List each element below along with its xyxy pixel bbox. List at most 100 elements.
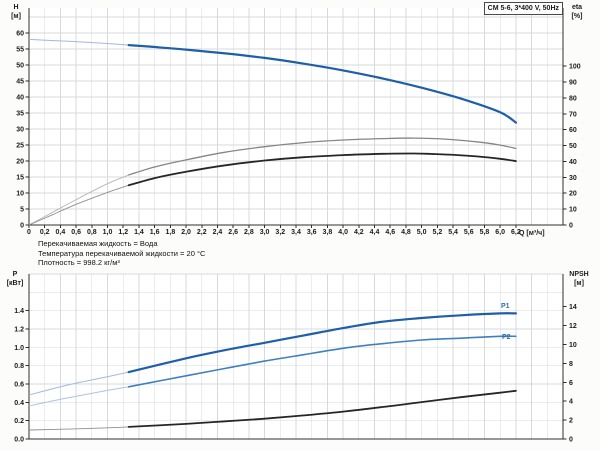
npsh-axis-label-unit: [м] [574,280,584,287]
svg-text:0: 0 [27,229,31,236]
svg-text:1,6: 1,6 [150,229,160,236]
svg-text:0.4: 0.4 [14,400,24,407]
svg-text:6,0: 6,0 [495,229,505,236]
svg-text:20: 20 [16,158,24,165]
svg-text:1.0: 1.0 [14,345,24,352]
svg-text:0: 0 [569,223,573,230]
svg-text:4,2: 4,2 [354,229,364,236]
eta-pump-curve-thin-segment [28,174,129,226]
h-axis-label: H [м] [6,3,26,21]
tick-labels: 0 5 10 15 20 25 30 35 40 45 50 55 60 0 10 20 30 40 50 60 70 8… [16,30,581,236]
svg-text:5,4: 5,4 [448,229,458,236]
axes [28,274,564,440]
head-curve-thin-segment [28,38,129,46]
svg-text:40: 40 [569,159,577,166]
svg-text:60: 60 [569,127,577,134]
svg-text:1,8: 1,8 [165,229,175,236]
svg-text:0.6: 0.6 [14,382,24,389]
svg-text:20: 20 [569,191,577,198]
svg-text:0.0: 0.0 [14,437,24,444]
gridlines [29,273,563,439]
svg-text:0: 0 [569,437,573,444]
qh-chart: 0 5 10 15 20 25 30 35 40 45 50 55 60 0 10 20 30 40 50 60 70 8… [16,8,581,236]
eta-pump-motor-curve-thick-segment [127,152,517,187]
svg-text:3,4: 3,4 [291,229,301,236]
eta-axis-label-unit: [%] [571,13,583,20]
h-axis-label-unit: [м] [11,13,21,20]
svg-text:50: 50 [569,143,577,150]
p2-curve-thick-segment [127,335,517,388]
svg-text:4,6: 4,6 [385,229,395,236]
npsh-curve-thin-segment [28,426,129,431]
svg-text:3,0: 3,0 [260,229,270,236]
svg-text:6,2: 6,2 [511,229,521,236]
p2-curve [28,335,517,407]
p-axis-label: P [кВт] [2,270,28,288]
svg-text:2: 2 [569,418,573,425]
info-line-liquid: Перекачиваемая жидкость = Вода [38,239,158,248]
svg-text:3,6: 3,6 [307,229,317,236]
svg-text:0,4: 0,4 [56,229,66,236]
power-npsh-chart: 0.0 0.2 0.4 0.6 0.8 1.0 1.2 1.4 0 2 4 6 8 10 12 14 [14,273,577,444]
p1-curve-label: P1 [501,303,510,310]
svg-text:2,2: 2,2 [197,229,207,236]
svg-text:0,8: 0,8 [87,229,97,236]
svg-text:1,2: 1,2 [118,229,128,236]
tick-marks [25,32,567,228]
svg-text:10: 10 [569,342,577,349]
svg-text:0,6: 0,6 [71,229,81,236]
svg-text:8: 8 [569,361,573,368]
svg-text:5: 5 [20,206,24,213]
info-line-temperature: Температура перекачиваемой жидкости = 20… [38,248,206,258]
eta-pump-motor-curve-thin-segment [28,184,129,226]
svg-text:3,8: 3,8 [323,229,333,236]
pump-title-badge: CM 5-6, 3*400 V, 50Hz [483,2,563,15]
svg-text:70: 70 [569,111,577,118]
svg-text:1.4: 1.4 [14,308,24,315]
svg-text:1.2: 1.2 [14,327,24,334]
svg-text:0: 0 [20,223,24,230]
svg-text:35: 35 [16,110,24,117]
svg-text:1,0: 1,0 [103,229,113,236]
gridlines [29,8,563,225]
tick-labels: 0.0 0.2 0.4 0.6 0.8 1.0 1.2 1.4 0 2 4 6 8 10 12 14 [14,304,577,443]
info-line-density: Плотность = 998.2 кг/м³ [38,258,120,267]
svg-text:4,0: 4,0 [338,229,348,236]
svg-text:12: 12 [569,323,577,330]
p-axis-label-symbol: P [12,271,18,278]
p1-curve-thick-segment [127,312,517,374]
svg-text:25: 25 [16,142,24,149]
npsh-axis-label-symbol: NPSH [569,271,589,278]
head-curve [28,38,517,124]
p2-curve-label: P2 [502,334,511,341]
svg-text:30: 30 [16,126,24,133]
svg-text:80: 80 [569,95,577,102]
svg-text:90: 90 [569,80,577,87]
svg-text:2,6: 2,6 [228,229,238,236]
tick-marks [25,306,567,440]
svg-text:2,4: 2,4 [213,229,223,236]
p1-curve-thin-segment [28,371,129,396]
svg-text:10: 10 [569,207,577,214]
svg-text:55: 55 [16,46,24,53]
svg-text:6: 6 [569,380,573,387]
svg-text:0.2: 0.2 [14,418,24,425]
eta-pump-curve [28,137,517,226]
npsh-curve [28,389,517,431]
svg-text:4: 4 [569,399,573,406]
svg-text:5,0: 5,0 [417,229,427,236]
svg-text:4,4: 4,4 [370,229,380,236]
eta-axis-label-symbol: eta [571,4,583,11]
svg-text:5,2: 5,2 [432,229,442,236]
eta-pump-motor-curve [28,152,517,226]
p1-curve [28,312,517,396]
svg-text:5,8: 5,8 [480,229,490,236]
eta-pump-curve-thick-segment [128,137,517,176]
svg-text:2,0: 2,0 [181,229,191,236]
svg-text:15: 15 [16,174,24,181]
svg-text:14: 14 [569,304,577,311]
svg-text:45: 45 [16,78,24,85]
svg-text:5,6: 5,6 [464,229,474,236]
